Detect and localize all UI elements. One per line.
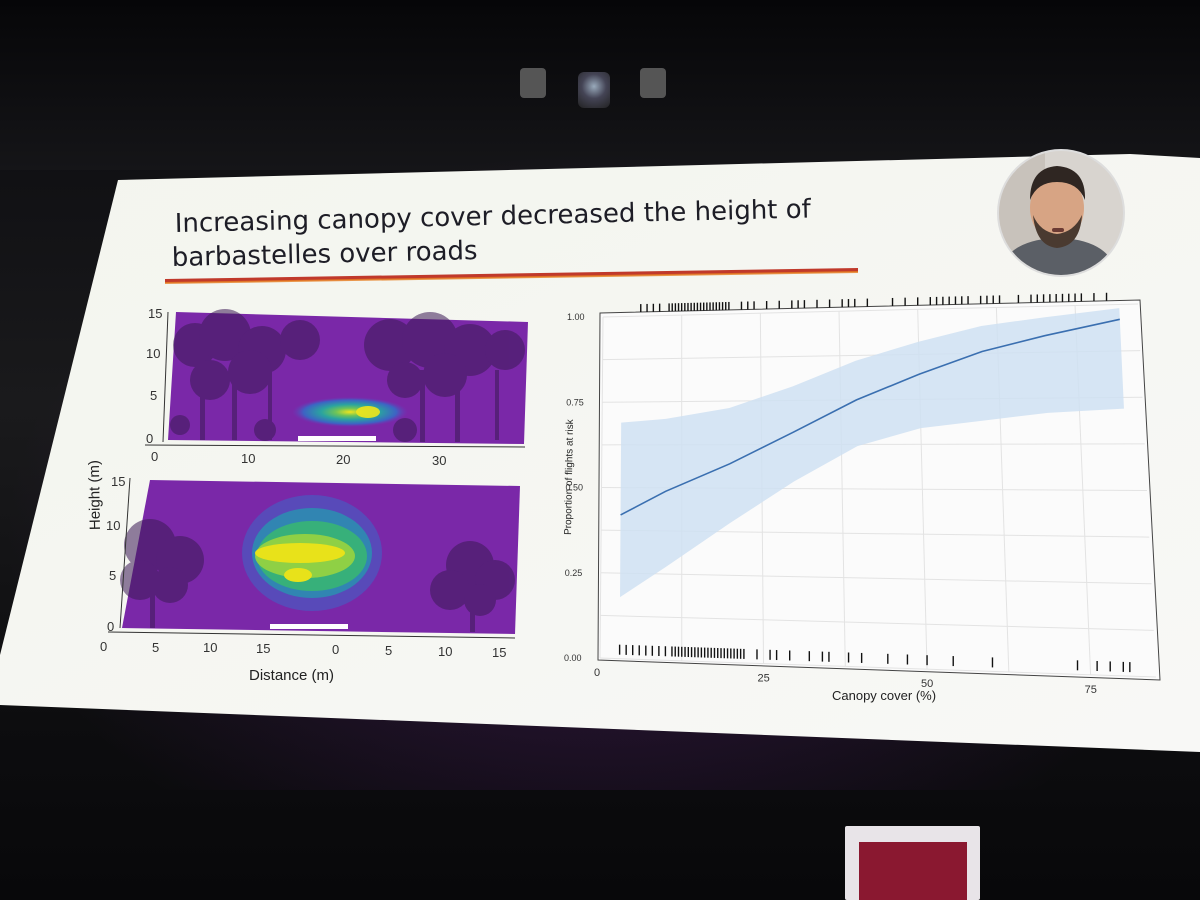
chart-xtick-label: 0 [594, 667, 600, 679]
heatmap-bottom-ytick: 0 [107, 619, 114, 634]
heatmap-top-xtick: 20 [336, 452, 350, 467]
heatmap-bottom-xtick: 5 [385, 643, 392, 658]
ceiling-light [640, 68, 666, 98]
foreground-card-image [859, 842, 967, 900]
chart-ylabel: Proportion of flights at risk [563, 418, 576, 535]
heatmap-top-xtick: 0 [151, 449, 158, 464]
heatmap-bottom-xtick: 0 [100, 639, 107, 654]
heatmap-bottom-ytick: 5 [109, 568, 116, 583]
chart-grid-hline [600, 572, 1152, 585]
chart-grid-hline [600, 614, 1154, 631]
heatmap-bottom-road-bar [270, 624, 348, 629]
ceiling-light [520, 68, 546, 98]
chart-band-group [620, 308, 1124, 598]
chart-ytick-label: 0.75 [566, 397, 584, 407]
chart-ytick-label: 0.50 [566, 483, 584, 493]
title-underline-accent [165, 271, 858, 284]
heatmap-bottom-trees [120, 519, 515, 632]
chart-xtick-label: 75 [1085, 684, 1097, 696]
heatmap-bottom-xtick: 10 [203, 640, 217, 655]
chart-xtick-label: 50 [921, 678, 933, 690]
heatmap-top-peak [356, 406, 380, 418]
chart-rug-group [618, 292, 1131, 673]
heatmap-bottom-density [242, 495, 382, 611]
chart-confidence-band [620, 308, 1124, 598]
chart-xtick-label: 25 [758, 673, 770, 685]
heatmap-bottom-ytick: 15 [111, 474, 125, 489]
heatmap-top-trees [170, 309, 525, 442]
chart-xlabel: Canopy cover (%) [832, 688, 936, 703]
heatmap-top-xtick: 30 [432, 453, 446, 468]
heatmap-top-xtick: 10 [241, 451, 255, 466]
heatmap-bottom-xtick: 0 [332, 642, 339, 657]
chart-ticks-group: 0 25 50 75 0.00 0.25 0.50 0.75 1.00 [564, 312, 1097, 696]
heatmap-top-ytick: 5 [150, 388, 157, 403]
chart-line-group [620, 318, 1120, 516]
heatmap-bottom-xtick: 15 [256, 641, 270, 656]
heatmap-xlabel: Distance (m) [249, 667, 334, 684]
chart-ytick-label: 0.25 [565, 568, 583, 578]
heatmap-bottom-xtick: 15 [492, 645, 506, 660]
heatmap-figure: 15 10 5 0 0 10 20 30 [86, 306, 528, 684]
risk-chart: 0 25 50 75 0.00 0.25 0.50 0.75 1.00 Canopy cover… [563, 292, 1161, 703]
slide-title-line2: barbastelles over roads [171, 236, 477, 273]
heatmap-top-ytick: 15 [148, 306, 162, 321]
heatmap-ylabel: Height (m) [86, 460, 104, 530]
heatmap-top-road-bar [298, 436, 376, 441]
chart-grid-hline [599, 657, 1157, 678]
heatmap-top-density [292, 397, 408, 427]
heatmap-bottom-xtick: 10 [438, 644, 452, 659]
chart-grid-hline [602, 303, 1139, 318]
heatmap-top-ytick: 10 [146, 346, 160, 361]
heatmap-bottom-ytick: 10 [106, 518, 120, 533]
heatmap-bottom-xtick: 5 [152, 640, 159, 655]
ceiling-camera [578, 72, 610, 108]
heatmap-top-ytick: 0 [146, 431, 153, 446]
chart-ytick-label: 0.00 [564, 653, 582, 663]
chart-ytick-label: 1.00 [567, 312, 585, 322]
chart-fitted-line [620, 318, 1120, 516]
foreground-card [845, 826, 980, 900]
